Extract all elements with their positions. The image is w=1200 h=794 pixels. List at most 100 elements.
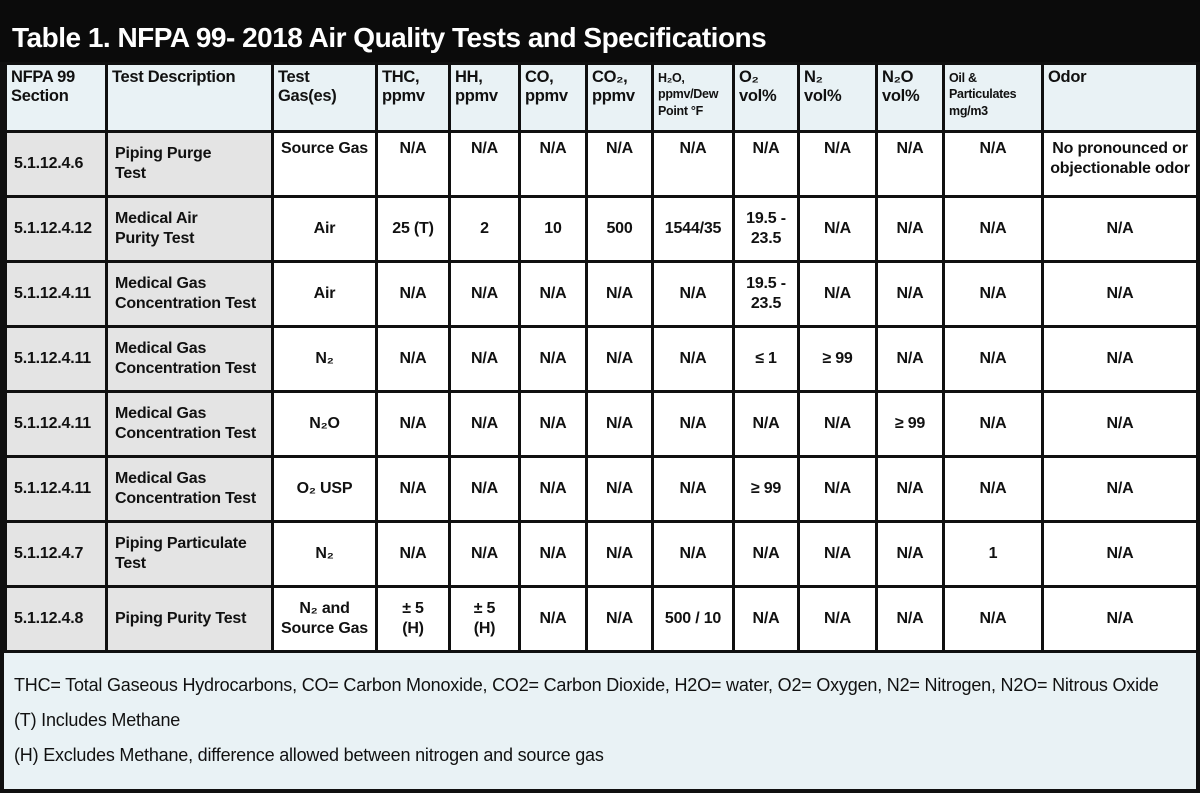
- value-cell: ≥ 99: [732, 455, 800, 523]
- value-cell: N/A: [942, 260, 1044, 328]
- value-cell: N/A: [651, 390, 735, 458]
- air-quality-table: NFPA 99 Section Test Description Test Ga…: [4, 62, 1199, 653]
- table-frame: NFPA 99 Section Test Description Test Ga…: [0, 62, 1200, 793]
- value-cell: N/A: [651, 260, 735, 328]
- description-cell: Piping Particulate Test: [105, 520, 274, 588]
- table-header: NFPA 99 Section Test Description Test Ga…: [4, 62, 1199, 133]
- value-cell: 1: [942, 520, 1044, 588]
- value-cell: N/A: [585, 260, 654, 328]
- column-header-o2: O₂ vol%: [732, 62, 800, 133]
- value-cell: N/A: [375, 390, 451, 458]
- gas-cell: Source Gas: [271, 130, 378, 198]
- column-header-thc: THC, ppmv: [375, 62, 451, 133]
- value-cell: N/A: [518, 585, 588, 653]
- table-row: 5.1.12.4.11 Medical Gas Concentration Tes…: [4, 455, 1199, 523]
- value-cell: N/A: [585, 520, 654, 588]
- table-row: 5.1.12.4.12 Medical Air Purity Test Air 25 …: [4, 195, 1199, 263]
- value-cell: N/A: [585, 585, 654, 653]
- description-cell: Piping Purity Test: [105, 585, 274, 653]
- value-cell: N/A: [942, 455, 1044, 523]
- value-cell: N/A: [732, 390, 800, 458]
- description-cell: Medical Gas Concentration Test: [105, 260, 274, 328]
- value-cell: N/A: [518, 390, 588, 458]
- description-cell: Medical Gas Concentration Test: [105, 325, 274, 393]
- value-cell: N/A: [797, 390, 878, 458]
- value-cell: N/A: [732, 585, 800, 653]
- section-cell: 5.1.12.4.11: [4, 325, 108, 393]
- value-cell: N/A: [585, 325, 654, 393]
- value-cell: N/A: [797, 520, 878, 588]
- gas-cell: Air: [271, 260, 378, 328]
- column-header-n2: N₂ vol%: [797, 62, 878, 133]
- table-row: 5.1.12.4.11 Medical Gas Concentration Tes…: [4, 390, 1199, 458]
- description-cell: Medical Gas Concentration Test: [105, 455, 274, 523]
- table-row: 5.1.12.4.7 Piping Particulate Test N₂ N/A N/…: [4, 520, 1199, 588]
- value-cell: N/A: [875, 455, 945, 523]
- value-cell: N/A: [585, 130, 654, 198]
- footnote-abbreviations: THC= Total Gaseous Hydrocarbons, CO= Car…: [14, 675, 1159, 695]
- value-cell: ≥ 99: [875, 390, 945, 458]
- table-row: 5.1.12.4.11 Medical Gas Concentration Tes…: [4, 260, 1199, 328]
- value-cell: 2: [448, 195, 521, 263]
- value-cell: N/A: [651, 130, 735, 198]
- value-cell: N/A: [942, 585, 1044, 653]
- value-cell: N/A: [651, 520, 735, 588]
- value-cell: N/A: [732, 520, 800, 588]
- gas-cell: N₂O: [271, 390, 378, 458]
- header-row: NFPA 99 Section Test Description Test Ga…: [4, 62, 1199, 133]
- value-cell: N/A: [942, 130, 1044, 198]
- column-header-odor: Odor: [1041, 62, 1199, 133]
- gas-cell: Air: [271, 195, 378, 263]
- table-row: 5.1.12.4.8 Piping Purity Test N₂ and Sourc…: [4, 585, 1199, 653]
- value-cell: N/A: [732, 130, 800, 198]
- value-cell: N/A: [448, 390, 521, 458]
- table-title: Table 1. NFPA 99- 2018 Air Quality Tests…: [0, 0, 1200, 62]
- value-cell: N/A: [1041, 390, 1199, 458]
- value-cell: N/A: [448, 260, 521, 328]
- column-header-h2o: H₂O, ppmv/Dew Point °F: [651, 62, 735, 133]
- value-cell: ± 5 (H): [448, 585, 521, 653]
- value-cell: N/A: [942, 195, 1044, 263]
- gas-cell: O₂ USP: [271, 455, 378, 523]
- value-cell: N/A: [375, 520, 451, 588]
- section-cell: 5.1.12.4.8: [4, 585, 108, 653]
- value-cell: N/A: [375, 325, 451, 393]
- value-cell: ≥ 99: [797, 325, 878, 393]
- column-header-co2: CO₂, ppmv: [585, 62, 654, 133]
- footnote-t: (T) Includes Methane: [14, 710, 181, 730]
- value-cell: 19.5 - 23.5: [732, 195, 800, 263]
- value-cell: 19.5 - 23.5: [732, 260, 800, 328]
- value-cell: N/A: [875, 325, 945, 393]
- value-cell: ± 5 (H): [375, 585, 451, 653]
- value-cell: N/A: [797, 195, 878, 263]
- value-cell: N/A: [797, 585, 878, 653]
- value-cell: N/A: [942, 390, 1044, 458]
- value-cell: N/A: [518, 130, 588, 198]
- section-cell: 5.1.12.4.11: [4, 390, 108, 458]
- value-cell: N/A: [1041, 325, 1199, 393]
- column-header-oil-particulates: Oil & Particulates mg/m3: [942, 62, 1044, 133]
- section-cell: 5.1.12.4.11: [4, 455, 108, 523]
- value-cell: N/A: [518, 455, 588, 523]
- value-cell: N/A: [875, 130, 945, 198]
- description-cell: Piping Purge Test: [105, 130, 274, 198]
- description-cell: Medical Air Purity Test: [105, 195, 274, 263]
- value-cell: N/A: [797, 455, 878, 523]
- value-cell: N/A: [518, 260, 588, 328]
- value-cell: N/A: [651, 325, 735, 393]
- value-cell: N/A: [1041, 520, 1199, 588]
- footnotes: THC= Total Gaseous Hydrocarbons, CO= Car…: [4, 653, 1196, 789]
- gas-cell: N₂: [271, 520, 378, 588]
- column-header-nfpa-section: NFPA 99 Section: [4, 62, 108, 133]
- column-header-n2o: N₂O vol%: [875, 62, 945, 133]
- footnote-h: (H) Excludes Methane, difference allowed…: [14, 745, 604, 765]
- section-cell: 5.1.12.4.11: [4, 260, 108, 328]
- value-cell: N/A: [797, 130, 878, 198]
- value-cell: 500 / 10: [651, 585, 735, 653]
- value-cell: N/A: [585, 390, 654, 458]
- value-cell: N/A: [375, 455, 451, 523]
- value-cell: N/A: [1041, 195, 1199, 263]
- value-cell: N/A: [375, 260, 451, 328]
- value-cell: N/A: [448, 520, 521, 588]
- value-cell: No pronounced or objectionable odor: [1041, 130, 1199, 198]
